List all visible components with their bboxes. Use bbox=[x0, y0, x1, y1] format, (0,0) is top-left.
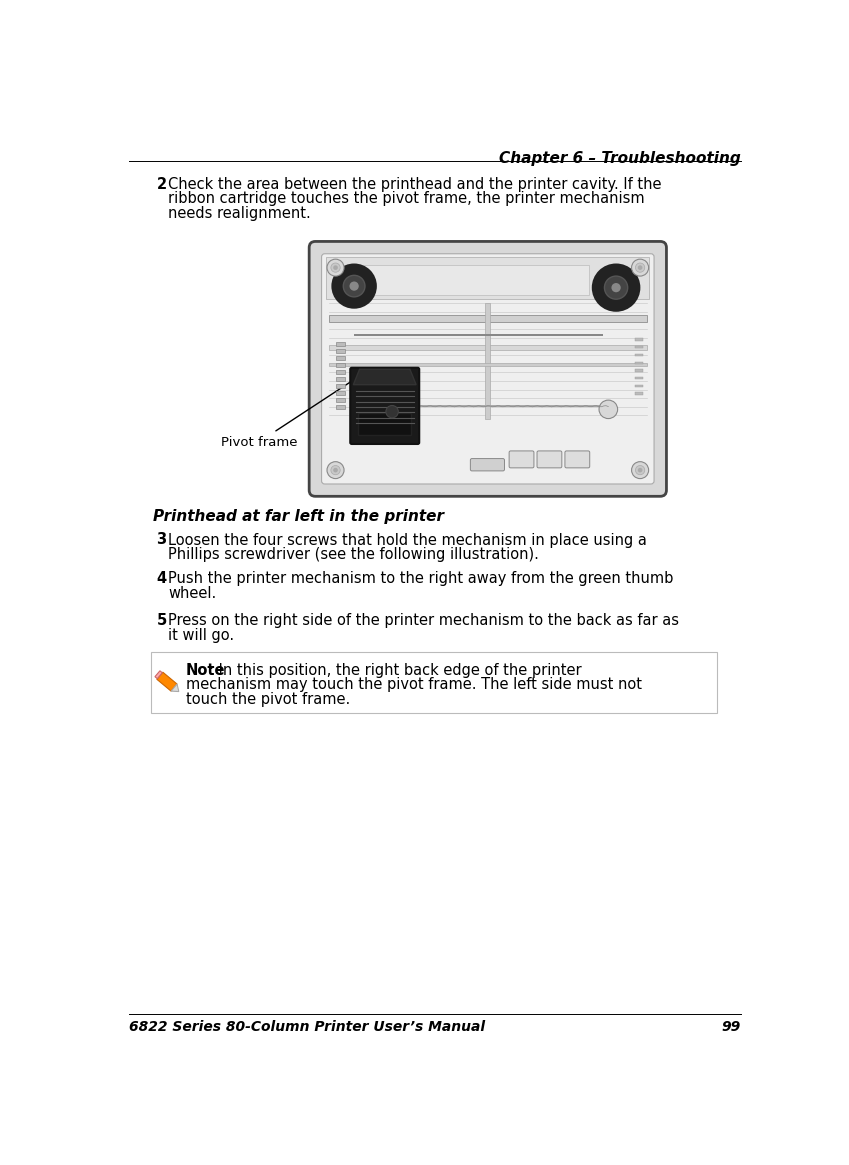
Text: 99: 99 bbox=[722, 1019, 741, 1033]
Circle shape bbox=[333, 264, 376, 308]
Circle shape bbox=[635, 263, 644, 273]
Text: 5: 5 bbox=[156, 613, 166, 628]
Bar bbox=[326, 256, 649, 299]
Bar bbox=[340, 264, 589, 296]
Bar bbox=[329, 315, 647, 323]
Text: Chapter 6 – Troubleshooting: Chapter 6 – Troubleshooting bbox=[499, 150, 741, 165]
Text: ribbon cartridge touches the pivot frame, the printer mechanism: ribbon cartridge touches the pivot frame… bbox=[168, 191, 644, 206]
Bar bbox=[335, 356, 345, 360]
Bar bbox=[635, 354, 644, 356]
Bar bbox=[635, 346, 644, 348]
Bar bbox=[335, 377, 345, 381]
Text: Loosen the four screws that hold the mechanism in place using a: Loosen the four screws that hold the mec… bbox=[168, 532, 647, 548]
Text: touch the pivot frame.: touch the pivot frame. bbox=[186, 692, 350, 707]
FancyBboxPatch shape bbox=[537, 451, 562, 468]
Bar bbox=[419, 405, 614, 407]
Circle shape bbox=[327, 259, 344, 276]
FancyBboxPatch shape bbox=[309, 241, 666, 496]
Text: : In this position, the right back edge of the printer: : In this position, the right back edge … bbox=[209, 663, 582, 678]
Circle shape bbox=[331, 466, 340, 475]
Text: Phillips screwdriver (see the following illustration).: Phillips screwdriver (see the following … bbox=[168, 548, 539, 563]
FancyBboxPatch shape bbox=[151, 652, 717, 713]
Text: Pivot frame: Pivot frame bbox=[221, 436, 297, 450]
Text: Note: Note bbox=[186, 663, 226, 678]
Circle shape bbox=[593, 264, 639, 311]
Bar bbox=[485, 303, 490, 419]
Text: Printhead at far left in the printer: Printhead at far left in the printer bbox=[153, 509, 444, 524]
Bar bbox=[635, 393, 644, 395]
Text: 6822 Series 80-Column Printer User’s Manual: 6822 Series 80-Column Printer User’s Man… bbox=[129, 1019, 486, 1033]
Polygon shape bbox=[171, 684, 179, 692]
Circle shape bbox=[333, 468, 338, 473]
Text: Push the printer mechanism to the right away from the green thumb: Push the printer mechanism to the right … bbox=[168, 571, 673, 586]
FancyBboxPatch shape bbox=[565, 451, 590, 468]
Circle shape bbox=[333, 266, 338, 270]
Circle shape bbox=[604, 276, 627, 299]
FancyBboxPatch shape bbox=[322, 254, 654, 483]
Bar bbox=[635, 377, 644, 380]
Circle shape bbox=[350, 282, 359, 291]
Text: mechanism may touch the pivot frame. The left side must not: mechanism may touch the pivot frame. The… bbox=[186, 677, 642, 692]
Circle shape bbox=[638, 266, 643, 270]
Circle shape bbox=[386, 405, 398, 418]
Circle shape bbox=[599, 400, 617, 418]
Circle shape bbox=[638, 468, 643, 473]
FancyBboxPatch shape bbox=[509, 451, 534, 468]
Text: Check the area between the printhead and the printer cavity. If the: Check the area between the printhead and… bbox=[168, 177, 661, 192]
Bar bbox=[635, 369, 644, 372]
Circle shape bbox=[632, 259, 649, 276]
Polygon shape bbox=[155, 671, 162, 679]
FancyBboxPatch shape bbox=[351, 368, 419, 444]
Bar bbox=[335, 363, 345, 367]
Circle shape bbox=[635, 466, 644, 475]
Bar bbox=[635, 384, 644, 387]
Bar bbox=[358, 414, 412, 435]
Bar bbox=[335, 404, 345, 409]
Circle shape bbox=[327, 461, 344, 479]
Bar bbox=[329, 345, 647, 350]
Text: 3: 3 bbox=[156, 532, 166, 548]
Polygon shape bbox=[353, 369, 416, 384]
Bar bbox=[329, 363, 647, 366]
Bar bbox=[335, 384, 345, 388]
Circle shape bbox=[611, 283, 621, 292]
Bar bbox=[335, 350, 345, 353]
Text: 2: 2 bbox=[156, 177, 166, 192]
Bar bbox=[335, 397, 345, 402]
Text: Press on the right side of the printer mechanism to the back as far as: Press on the right side of the printer m… bbox=[168, 613, 679, 628]
Bar bbox=[335, 343, 345, 346]
Circle shape bbox=[331, 263, 340, 273]
Bar bbox=[335, 390, 345, 395]
FancyBboxPatch shape bbox=[470, 459, 504, 471]
Bar bbox=[335, 370, 345, 374]
Text: it will go.: it will go. bbox=[168, 628, 234, 643]
Polygon shape bbox=[157, 672, 177, 691]
Text: 4: 4 bbox=[156, 571, 166, 586]
Bar bbox=[354, 334, 603, 337]
Text: needs realignment.: needs realignment. bbox=[168, 206, 311, 221]
Circle shape bbox=[343, 275, 365, 297]
Text: wheel.: wheel. bbox=[168, 586, 216, 601]
Bar bbox=[635, 361, 644, 363]
Circle shape bbox=[632, 461, 649, 479]
Bar bbox=[635, 339, 644, 341]
